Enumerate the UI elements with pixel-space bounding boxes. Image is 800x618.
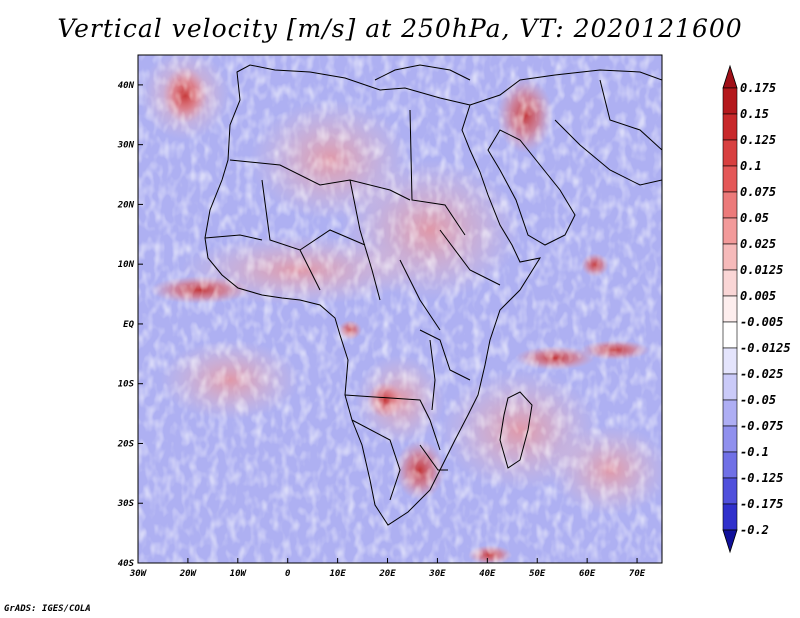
x-tick-label: 40E xyxy=(479,569,496,579)
colorbar-label: 0.075 xyxy=(740,185,776,199)
colorbar-swatch xyxy=(722,139,738,167)
colorbar-swatch xyxy=(722,295,738,323)
colorbar-swatch xyxy=(722,451,738,479)
colorbar-label: 0.05 xyxy=(740,211,769,225)
field-texture xyxy=(138,55,662,563)
colorbar-label: -0.005 xyxy=(740,315,783,329)
y-tick-label: 10N xyxy=(118,260,135,270)
y-tick-label: EQ xyxy=(123,320,134,330)
colorbar-swatch xyxy=(722,87,738,115)
y-tick-label: 30S xyxy=(117,499,135,509)
x-tick-label: 20W xyxy=(179,569,198,579)
y-tick-label: 20S xyxy=(117,439,135,449)
x-tick-label: 20E xyxy=(378,569,396,579)
colorbar-label: 0.125 xyxy=(740,133,776,147)
colorbar-swatch xyxy=(722,113,738,141)
colorbar-swatch xyxy=(722,399,738,427)
plot-frame xyxy=(137,54,663,564)
colorbar-swatch xyxy=(722,477,738,505)
colorbar-label: -0.1 xyxy=(740,445,769,459)
x-tick-label: 30W xyxy=(129,569,148,579)
colorbar-swatch xyxy=(722,217,738,245)
colorbar-swatch xyxy=(722,347,738,375)
y-tick-label: 40S xyxy=(118,559,135,569)
grads-credit: GrADS: IGES/COLA xyxy=(4,604,91,614)
colorbar-label: -0.2 xyxy=(740,523,769,537)
colorbar-label: -0.175 xyxy=(740,497,783,511)
colorbar-label: -0.075 xyxy=(740,419,783,433)
y-axis: 40N 30N 20N 10N EQ 10S 20S 30S 40S xyxy=(117,81,143,569)
colorbar-swatch xyxy=(722,425,738,453)
colorbar-swatch xyxy=(722,269,738,297)
x-tick-label: 0 xyxy=(285,569,291,579)
colorbar-label: 0.1 xyxy=(740,159,762,173)
colorbar-label: 0.025 xyxy=(740,237,776,251)
y-tick-label: 10S xyxy=(118,380,135,390)
colorbar-label: 0.15 xyxy=(740,107,769,121)
coastlines-and-borders xyxy=(204,64,662,526)
colorbar-label: 0.175 xyxy=(740,81,776,95)
colorbar-label: 0.0125 xyxy=(740,263,783,277)
x-tick-label: 10E xyxy=(329,569,346,579)
y-tick-label: 40N xyxy=(118,81,135,91)
y-tick-label: 30N xyxy=(117,141,135,151)
velocity-field xyxy=(138,55,662,563)
colorbar-swatch xyxy=(722,191,738,219)
colorbar-swatch xyxy=(722,373,738,401)
x-tick-label: 70E xyxy=(629,569,646,579)
colorbar-swatch xyxy=(722,503,738,531)
map-title: Vertical velocity [m/s] at 250hPa, VT: 2… xyxy=(57,14,743,43)
colorbar-label: 0.005 xyxy=(740,289,776,303)
colorbar-bottom-arrow xyxy=(722,529,738,554)
x-tick-label: 10W xyxy=(230,569,248,579)
colorbar: 0.175 0.15 0.125 0.1 0.075 0.05 0.025 0.0125 0.0… xyxy=(722,64,791,554)
colorbar-label: -0.125 xyxy=(740,471,783,485)
colorbar-label: -0.025 xyxy=(740,367,783,381)
colorbar-label: -0.05 xyxy=(740,393,776,407)
x-tick-label: 60E xyxy=(579,569,596,579)
colorbar-top-arrow xyxy=(722,64,738,89)
colorbar-swatch xyxy=(722,165,738,193)
colorbar-swatch xyxy=(722,243,738,271)
x-tick-label: 30E xyxy=(428,569,446,579)
x-axis: 30W 20W 10W 0 10E 20E 30E 40E 50E 60E 70E xyxy=(129,558,646,579)
colorbar-swatch xyxy=(722,321,738,349)
y-tick-label: 20N xyxy=(117,200,135,210)
colorbar-label: -0.0125 xyxy=(740,341,791,355)
x-tick-label: 50E xyxy=(529,569,546,579)
